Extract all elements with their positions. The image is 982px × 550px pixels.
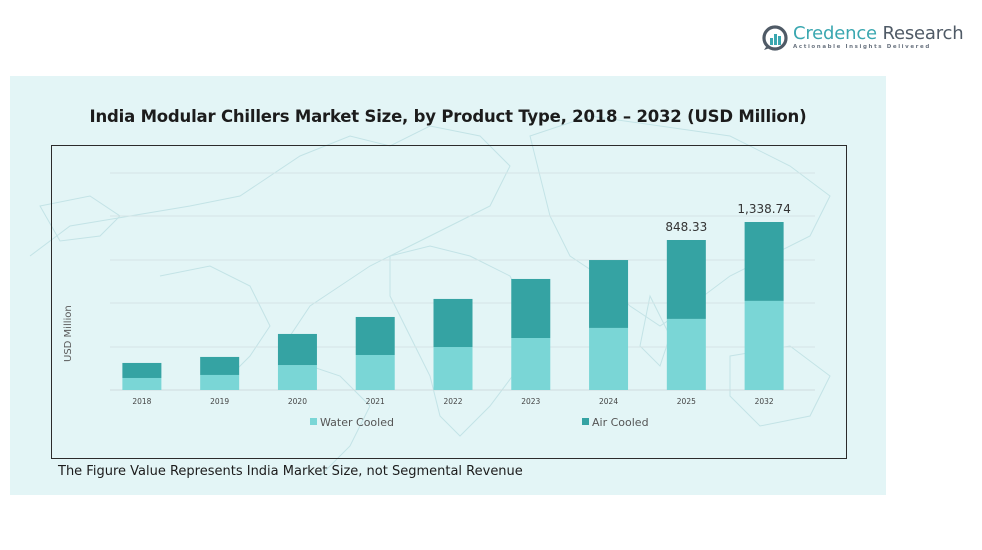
- bar-air-cooled-2021: [355, 316, 395, 355]
- bar-water-cooled-2032: [744, 300, 784, 390]
- bar-air-cooled-2022: [433, 298, 473, 348]
- x-tick-label: 2024: [599, 397, 618, 406]
- bar-water-cooled-2023: [511, 338, 551, 390]
- bar-water-cooled-2025: [666, 318, 706, 390]
- bar-air-cooled-2032: [744, 222, 784, 301]
- brand-name-primary: Credence: [793, 23, 877, 45]
- x-tick-label: 2025: [677, 397, 696, 406]
- y-axis-label: USD Million: [63, 305, 74, 362]
- bar-air-cooled-2025: [666, 240, 706, 319]
- x-tick-label: 2021: [366, 397, 385, 406]
- bar-water-cooled-2024: [589, 327, 629, 390]
- world-map-background: [29, 115, 831, 477]
- x-tick-label: 2018: [132, 397, 151, 406]
- bar-water-cooled-2020: [277, 365, 317, 390]
- bar-water-cooled-2019: [200, 374, 240, 390]
- bar-air-cooled-2023: [511, 278, 551, 339]
- brand-tagline: Actionable Insights Delivered: [793, 44, 931, 51]
- bar-air-cooled-2020: [277, 333, 317, 366]
- x-tick-label: 2032: [755, 397, 774, 406]
- chart-frame: [51, 145, 847, 459]
- bar-water-cooled-2022: [433, 347, 473, 390]
- x-tick-label: 2022: [443, 397, 462, 406]
- legend-swatch-air-cooled: [582, 418, 589, 425]
- x-tick-label: 2023: [521, 397, 540, 406]
- legend-label-air-cooled: Air Cooled: [592, 416, 649, 429]
- bar-air-cooled-2018: [122, 362, 162, 378]
- bar-water-cooled-2018: [122, 377, 162, 390]
- x-tick-label: 2020: [288, 397, 307, 406]
- legend-label-water-cooled: Water Cooled: [320, 416, 394, 429]
- data-label-total: 1,338.74: [737, 202, 790, 216]
- x-tick-label: 2019: [210, 397, 229, 406]
- chart-title: India Modular Chillers Market Size, by P…: [89, 107, 807, 126]
- bar-water-cooled-2021: [355, 354, 395, 390]
- bar-air-cooled-2024: [589, 260, 629, 328]
- stacked-bar-chart: 2018 2019 2020 2021 2022 2023 2024 2025 848.33 20…: [110, 172, 815, 429]
- brand-name-secondary: Research: [882, 23, 964, 45]
- logo-chart-icon: [762, 25, 788, 51]
- legend-swatch-water-cooled: [310, 418, 317, 425]
- footnote: The Figure Value Represents India Market…: [58, 464, 523, 479]
- chart-panel: India Modular Chillers Market Size, by P…: [10, 76, 886, 495]
- brand-logo: Credence Research Actionable Insights De…: [762, 22, 964, 54]
- data-label-total: 848.33: [665, 220, 707, 234]
- bar-air-cooled-2019: [200, 356, 240, 375]
